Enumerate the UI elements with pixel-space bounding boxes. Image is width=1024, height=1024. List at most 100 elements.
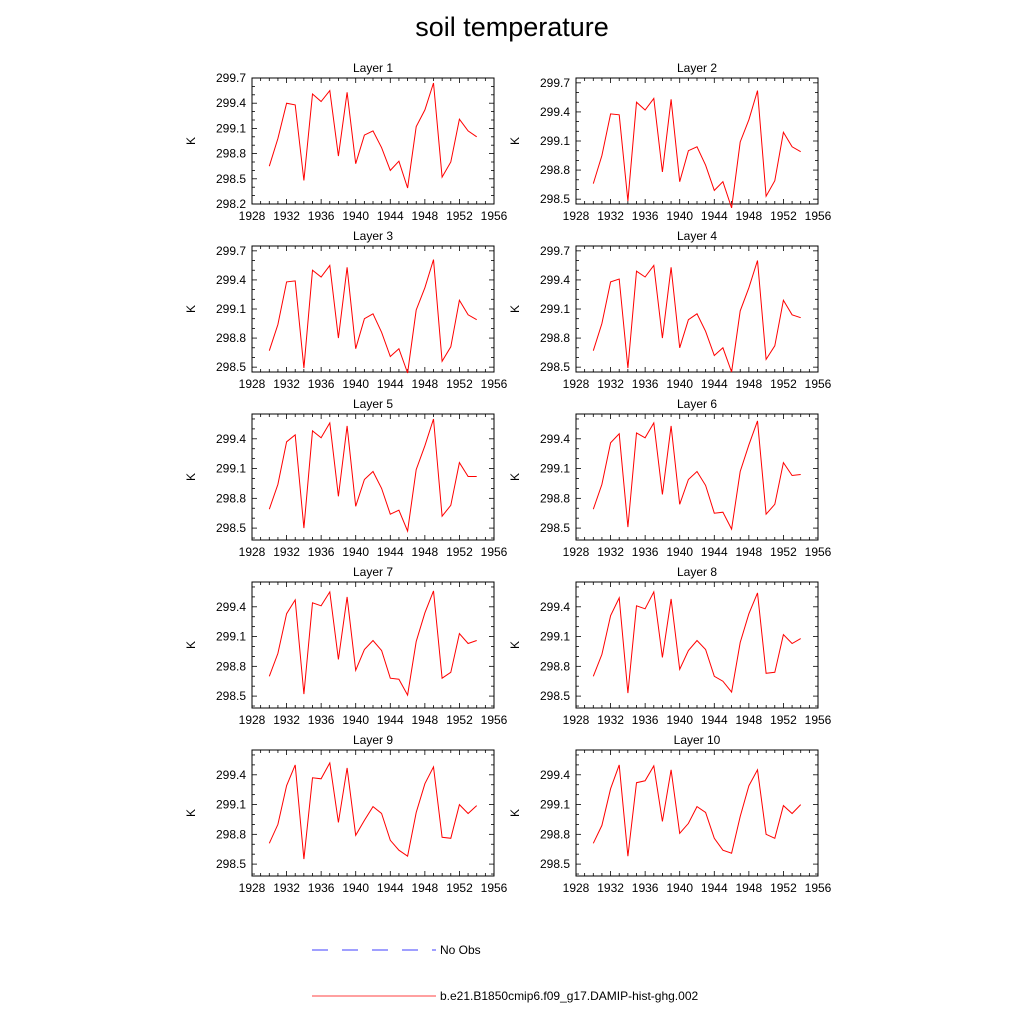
x-tick-label: 1932	[273, 545, 300, 559]
x-tick-label: 1936	[308, 881, 335, 895]
x-tick-label: 1940	[666, 545, 693, 559]
x-tick-label: 1932	[273, 713, 300, 727]
x-tick-label: 1956	[481, 377, 508, 391]
x-tick-label: 1952	[446, 209, 473, 223]
legend: No Obs b.e21.B1850cmip6.f09_g17.DAMIP-hi…	[312, 943, 698, 1003]
y-axis-label: K	[508, 641, 522, 649]
x-tick-label: 1948	[412, 713, 439, 727]
y-tick-label: 299.1	[216, 121, 246, 135]
y-tick-label: 299.7	[216, 71, 246, 85]
series-line	[268, 259, 477, 374]
x-tick-label: 1944	[701, 209, 728, 223]
y-tick-label: 298.8	[216, 659, 246, 673]
x-tick-label: 1940	[342, 209, 369, 223]
y-tick-label: 299.1	[540, 134, 570, 148]
panel-title: Layer 3	[353, 229, 393, 243]
x-tick-label: 1944	[377, 713, 404, 727]
x-tick-label: 1956	[805, 545, 832, 559]
panel-title: Layer 7	[353, 565, 393, 579]
y-tick-label: 299.7	[540, 76, 570, 90]
y-tick-label: 298.2	[216, 197, 246, 211]
y-tick-label: 299.4	[216, 600, 246, 614]
y-tick-label: 299.1	[216, 630, 246, 644]
y-tick-label: 298.5	[540, 360, 570, 374]
panel-7: Layer 7 1928 1932 1936 1940 1944 1948 1952 1956 2…	[184, 565, 508, 727]
x-tick-label: 1928	[239, 545, 266, 559]
x-tick-label: 1948	[412, 881, 439, 895]
x-tick-label: 1932	[273, 377, 300, 391]
x-tick-label: 1956	[481, 545, 508, 559]
series-line	[268, 82, 477, 189]
x-tick-label: 1928	[563, 545, 590, 559]
x-tick-label: 1936	[308, 377, 335, 391]
panel-title: Layer 10	[674, 733, 721, 747]
panel-frame	[575, 413, 819, 541]
panel-frame	[575, 581, 819, 709]
x-tick-label: 1936	[632, 209, 659, 223]
y-tick-label: 298.5	[216, 689, 246, 703]
series-line	[268, 590, 477, 697]
y-axis-label: K	[508, 473, 522, 481]
y-tick-label: 298.8	[216, 331, 246, 345]
x-tick-label: 1944	[701, 545, 728, 559]
x-tick-label: 1952	[446, 377, 473, 391]
y-tick-label: 298.8	[540, 163, 570, 177]
panel-title: Layer 1	[353, 61, 393, 75]
y-axis-label: K	[508, 137, 522, 145]
series-line	[592, 260, 801, 373]
x-tick-label: 1952	[770, 881, 797, 895]
panel-group: Layer 1 1928 1932 1936 1940 1944 1948 1952 1956 2…	[184, 61, 832, 895]
x-tick-label: 1952	[770, 545, 797, 559]
y-tick-label: 298.8	[216, 147, 246, 161]
y-tick-label: 298.5	[216, 521, 246, 535]
x-tick-label: 1944	[701, 377, 728, 391]
x-tick-label: 1944	[377, 545, 404, 559]
x-tick-label: 1936	[632, 881, 659, 895]
y-tick-label: 299.4	[540, 768, 570, 782]
y-axis-label: K	[184, 473, 198, 481]
x-tick-label: 1936	[632, 545, 659, 559]
x-tick-label: 1940	[666, 713, 693, 727]
y-tick-label: 298.8	[216, 491, 246, 505]
x-tick-label: 1948	[736, 377, 763, 391]
series-line	[592, 420, 801, 531]
x-tick-label: 1928	[563, 713, 590, 727]
x-tick-label: 1944	[377, 209, 404, 223]
x-tick-label: 1956	[481, 881, 508, 895]
y-tick-label: 298.8	[540, 491, 570, 505]
y-tick-label: 299.4	[540, 105, 570, 119]
y-tick-label: 298.5	[540, 857, 570, 871]
series-line	[268, 761, 478, 860]
y-tick-label: 298.5	[540, 689, 570, 703]
x-tick-label: 1940	[666, 377, 693, 391]
y-tick-label: 299.1	[540, 798, 570, 812]
y-axis-label: K	[508, 809, 522, 817]
y-tick-label: 299.1	[216, 798, 246, 812]
series-line	[268, 418, 477, 533]
x-tick-label: 1928	[239, 713, 266, 727]
x-tick-label: 1948	[412, 545, 439, 559]
x-tick-label: 1940	[342, 881, 369, 895]
panel-10: Layer 10 1928 1932 1936 1940 1944 1948 1952 1956…	[508, 733, 832, 895]
panel-4: Layer 4 1928 1932 1936 1940 1944 1948 1952 1956 2…	[508, 229, 832, 391]
x-tick-label: 1928	[563, 377, 590, 391]
x-tick-label: 1936	[308, 545, 335, 559]
x-tick-label: 1932	[597, 209, 624, 223]
x-tick-label: 1944	[377, 377, 404, 391]
x-tick-label: 1956	[805, 881, 832, 895]
x-tick-label: 1932	[273, 881, 300, 895]
y-tick-label: 298.5	[216, 857, 246, 871]
series-line	[592, 590, 801, 694]
x-tick-label: 1956	[805, 377, 832, 391]
x-tick-label: 1936	[308, 713, 335, 727]
y-tick-label: 298.8	[540, 827, 570, 841]
x-tick-label: 1940	[342, 545, 369, 559]
y-tick-label: 298.8	[216, 827, 246, 841]
x-tick-label: 1956	[805, 209, 832, 223]
x-tick-label: 1928	[563, 209, 590, 223]
panel-5: Layer 5 1928 1932 1936 1940 1944 1948 1952 1956 2…	[184, 397, 508, 559]
y-tick-label: 299.7	[540, 244, 570, 258]
x-tick-label: 1932	[597, 545, 624, 559]
chart-title: soil temperature	[415, 12, 609, 42]
